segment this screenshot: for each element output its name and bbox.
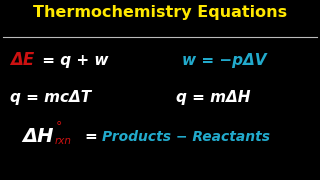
Text: ΔH: ΔH bbox=[22, 127, 54, 146]
Text: Products − Reactants: Products − Reactants bbox=[102, 130, 270, 144]
Text: = q + w: = q + w bbox=[37, 53, 108, 68]
Text: w = −pΔV: w = −pΔV bbox=[182, 53, 267, 68]
Text: =: = bbox=[85, 129, 98, 144]
Text: °: ° bbox=[56, 120, 62, 133]
Text: Thermochemistry Equations: Thermochemistry Equations bbox=[33, 5, 287, 20]
Text: q = mcΔT: q = mcΔT bbox=[10, 90, 91, 105]
Text: q = mΔH: q = mΔH bbox=[176, 90, 251, 105]
Text: rxn: rxn bbox=[55, 136, 72, 146]
Text: ΔE: ΔE bbox=[10, 51, 34, 69]
